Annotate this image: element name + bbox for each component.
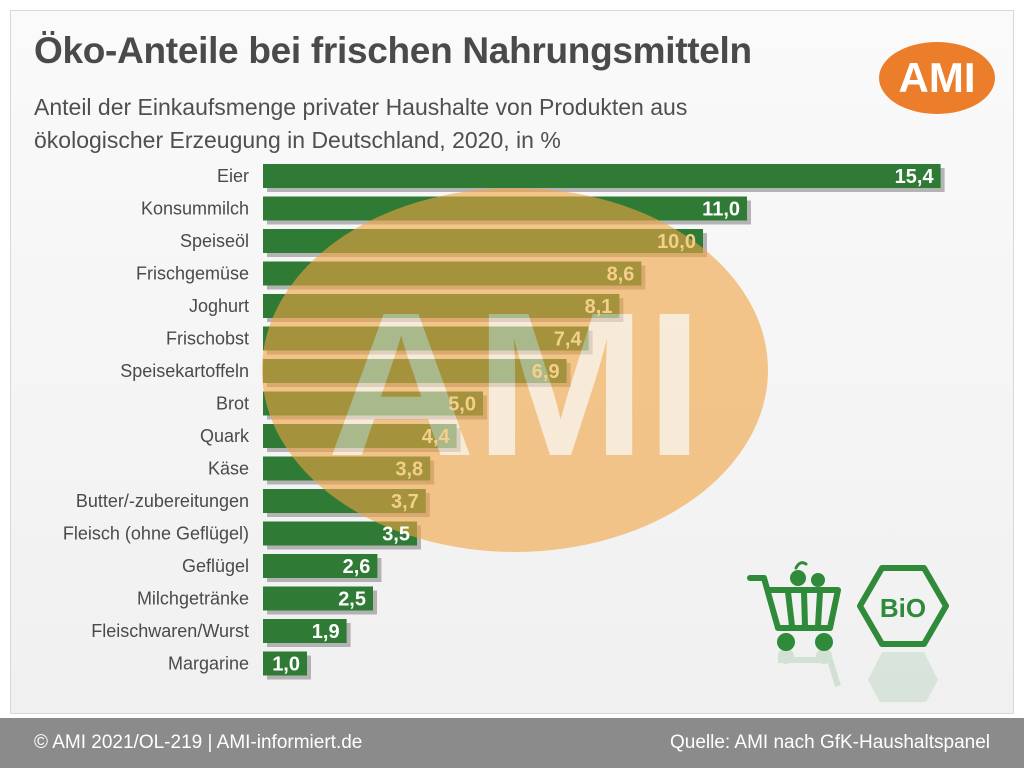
- bar-chart: AMI Eier 15,4 Konsummilch 11,0 Speiseöl 10,0 F…: [63, 164, 945, 680]
- bar-15: [263, 651, 307, 676]
- decorative-icons: BiO: [747, 561, 949, 702]
- value-label: 2,6: [343, 556, 371, 578]
- ami-logo: AMI: [879, 42, 995, 114]
- footer-source: Quelle: AMI nach GfK-Haushaltspanel: [669, 732, 990, 753]
- value-label: 8,6: [607, 264, 635, 286]
- page-title: Öko-Anteile bei frischen Nahrungsmitteln: [34, 30, 752, 71]
- value-label: 4,4: [422, 426, 451, 448]
- labels-layer: Eier 15,4 Konsummilch 11,0 Speiseöl 10,0 Frisc…: [63, 166, 935, 676]
- value-label: 7,4: [554, 329, 583, 351]
- category-label: Margarine: [168, 654, 249, 674]
- bar-13: [263, 586, 373, 611]
- bar-12: [263, 554, 378, 578]
- value-label: 8,1: [585, 296, 613, 318]
- logo-ellipse: [879, 42, 995, 114]
- bar-14: [263, 619, 347, 643]
- value-label: 5,0: [448, 394, 476, 416]
- shopping-cart-icon: [747, 561, 841, 651]
- category-label: Fleischwaren/Wurst: [91, 621, 249, 641]
- watermark-ellipse: [262, 188, 768, 552]
- value-label: 11,0: [702, 199, 740, 221]
- footer-copyright: © AMI 2021/OL-219 | AMI-informiert.de: [34, 732, 363, 753]
- category-label: Frischgemüse: [136, 264, 249, 284]
- category-label: Speiseöl: [180, 231, 249, 251]
- category-label: Fleisch (ohne Geflügel): [63, 524, 249, 544]
- category-label: Joghurt: [189, 296, 249, 316]
- value-label: 2,5: [338, 589, 366, 611]
- value-label: 3,5: [382, 524, 410, 546]
- value-label: 3,8: [395, 459, 423, 481]
- category-label: Speisekartoffeln: [120, 361, 249, 381]
- category-label: Käse: [208, 459, 249, 479]
- bio-reflection: [868, 652, 938, 702]
- ami-watermark: AMI: [262, 188, 768, 552]
- category-label: Eier: [217, 166, 249, 186]
- bio-seal-icon: BiO: [857, 565, 949, 702]
- footer-bar: © AMI 2021/OL-219 | AMI-informiert.de Qu…: [0, 718, 1024, 768]
- value-label: 1,0: [272, 654, 300, 676]
- watermark-text: AMI: [327, 270, 703, 499]
- hexagon-shape: [857, 565, 949, 647]
- category-label: Brot: [216, 394, 249, 414]
- value-label: 6,9: [532, 361, 560, 383]
- category-label: Quark: [200, 426, 250, 446]
- cart-reflection: [778, 648, 841, 687]
- category-label: Geflügel: [182, 556, 249, 576]
- category-label: Milchgetränke: [137, 589, 249, 609]
- value-label: 10,0: [657, 231, 696, 253]
- subtitle-line-1: Anteil der Einkaufsmenge privater Hausha…: [34, 94, 688, 120]
- value-label: 15,4: [895, 166, 935, 188]
- category-label: Konsummilch: [141, 199, 249, 219]
- category-label: Butter/-zubereitungen: [76, 491, 249, 511]
- bio-label: BiO: [880, 593, 926, 623]
- value-label: 1,9: [312, 621, 340, 643]
- category-label: Frischobst: [166, 329, 249, 349]
- bar-0: [263, 164, 941, 188]
- logo-text: AMI: [899, 54, 976, 101]
- subtitle-line-2: ökologischer Erzeugung in Deutschland, 2…: [34, 127, 561, 153]
- value-label: 3,7: [391, 491, 419, 513]
